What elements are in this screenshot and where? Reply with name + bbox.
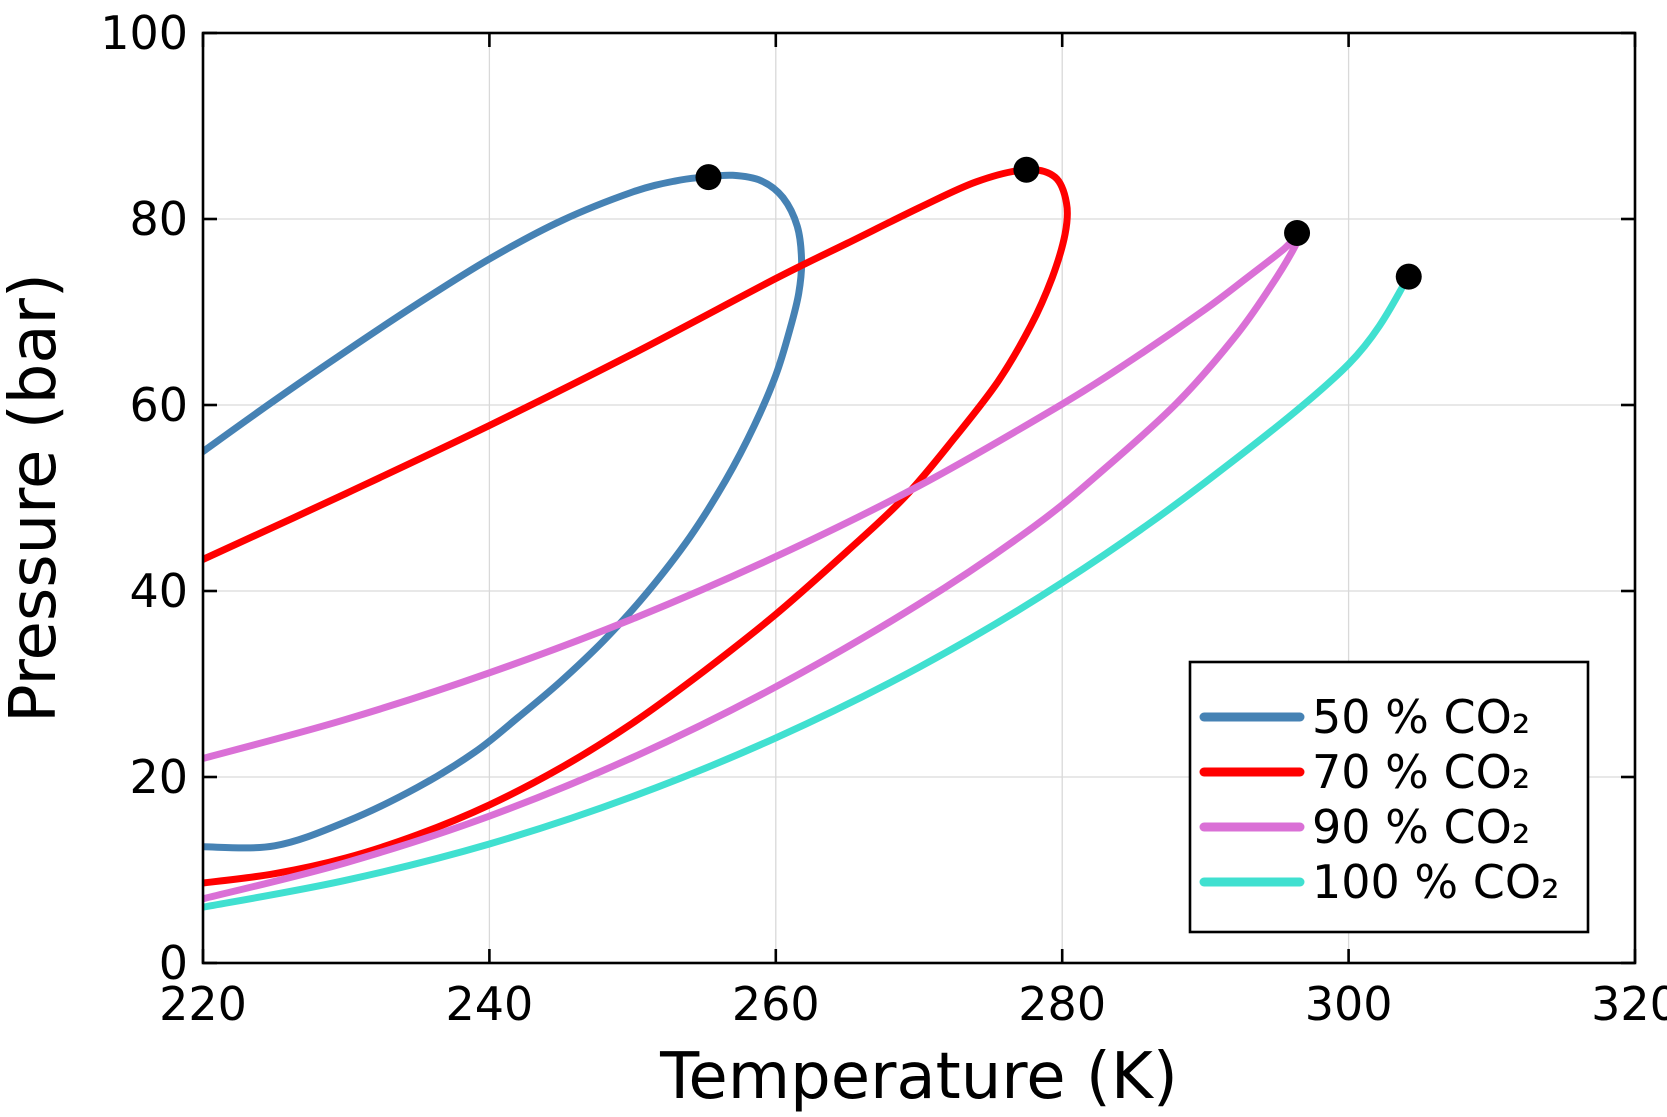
axis-ticks: 220 240 260 280 300 320 0 20 40 60 80 100 bbox=[100, 6, 1667, 1031]
critical-point-70-co bbox=[1013, 156, 1040, 183]
x-tick-label: 220 bbox=[159, 977, 247, 1031]
legend-label-50-co: 50 % CO₂ bbox=[1312, 690, 1530, 744]
series-line-70-co bbox=[203, 166, 1071, 887]
legend-label-90-co: 90 % CO₂ bbox=[1312, 800, 1530, 854]
critical-point-100-co bbox=[1395, 263, 1422, 290]
legend-box bbox=[1188, 660, 1590, 934]
series-line-100-co bbox=[203, 273, 1413, 911]
x-axis-title: Temperature (K) bbox=[659, 1040, 1178, 1112]
x-tick-label: 300 bbox=[1305, 977, 1393, 1031]
x-tick-label: 240 bbox=[445, 977, 533, 1031]
series-lines bbox=[203, 166, 1413, 911]
legend-label-100-co: 100 % CO₂ bbox=[1312, 855, 1560, 909]
y-tick-label: 100 bbox=[100, 6, 188, 60]
critical-point-90-co bbox=[1284, 219, 1311, 246]
y-tick-label: 80 bbox=[129, 192, 188, 246]
y-tick-label: 40 bbox=[129, 564, 188, 618]
x-tick-label: 280 bbox=[1018, 977, 1106, 1031]
critical-point-50-co bbox=[695, 164, 722, 191]
x-tick-label: 260 bbox=[732, 977, 820, 1031]
series-line-50-co bbox=[203, 171, 806, 852]
x-tick-label: 320 bbox=[1591, 977, 1667, 1031]
y-tick-label: 0 bbox=[159, 936, 188, 990]
y-tick-label: 60 bbox=[129, 378, 188, 432]
critical-point-markers bbox=[695, 156, 1422, 290]
y-axis-title: Pressure (bar) bbox=[0, 273, 71, 723]
y-tick-label: 20 bbox=[129, 750, 188, 804]
legend-label-70-co: 70 % CO₂ bbox=[1312, 745, 1530, 799]
plot-frame bbox=[201, 31, 1637, 965]
